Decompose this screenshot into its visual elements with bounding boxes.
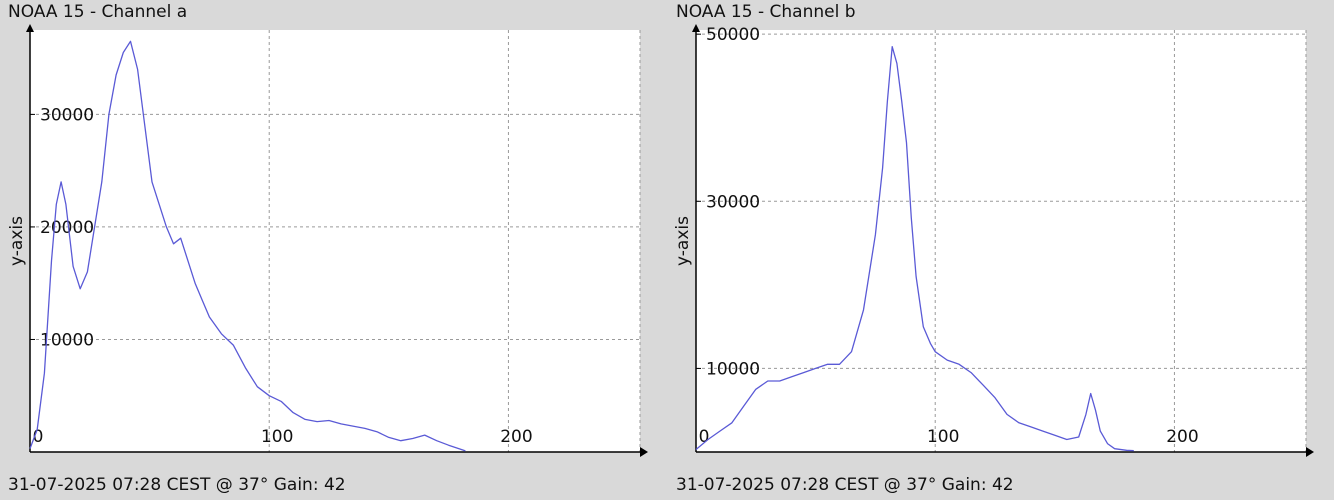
- y-axis-arrow: [692, 24, 700, 32]
- x-tick-label: 100: [261, 427, 293, 447]
- y-tick-label: 10000: [40, 330, 94, 350]
- x-tick-label: 200: [500, 427, 532, 447]
- y-tick-label: 30000: [706, 192, 760, 212]
- chart-footer: 31-07-2025 07:28 CEST @ 37° Gain: 42: [676, 475, 1014, 495]
- y-axis-arrow: [26, 24, 34, 32]
- series-line: [695, 46, 1134, 452]
- y-axis-label: y-axis: [7, 216, 27, 266]
- y-tick-label: 30000: [40, 105, 94, 125]
- x-axis-arrow: [1306, 447, 1314, 457]
- y-axis-label: y-axis: [673, 216, 693, 266]
- chart-panel-a: NOAA 15 - Channel a 10000 20000 30000 0 100 2…: [7, 0, 658, 500]
- chart-title: NOAA 15 - Channel a: [8, 2, 188, 22]
- x-axis-arrow: [640, 447, 648, 457]
- y-tick-label: 20000: [40, 218, 94, 238]
- chart-a-svg: 10000 20000 30000 0 100 200 y-axis: [7, 24, 648, 457]
- plot-area: [30, 30, 640, 452]
- x-tick-label: 100: [927, 427, 959, 447]
- y-tick-label: 10000: [706, 359, 760, 379]
- y-tick-label: 50000: [706, 25, 760, 45]
- chart-b-svg: 10000 30000 50000 0 100 200 y-axis: [673, 24, 1314, 457]
- x-tick-label: 0: [33, 427, 44, 447]
- chart-panel-b: NOAA 15 - Channel b 10000 30000 50000 0 100 2…: [673, 0, 1326, 500]
- series-line: [29, 40, 466, 452]
- x-tick-label: 200: [1166, 427, 1198, 447]
- chart-title: NOAA 15 - Channel b: [676, 2, 856, 22]
- plot-area: [696, 30, 1306, 452]
- x-tick-label: 0: [699, 427, 710, 447]
- chart-footer: 31-07-2025 07:28 CEST @ 37° Gain: 42: [8, 475, 346, 495]
